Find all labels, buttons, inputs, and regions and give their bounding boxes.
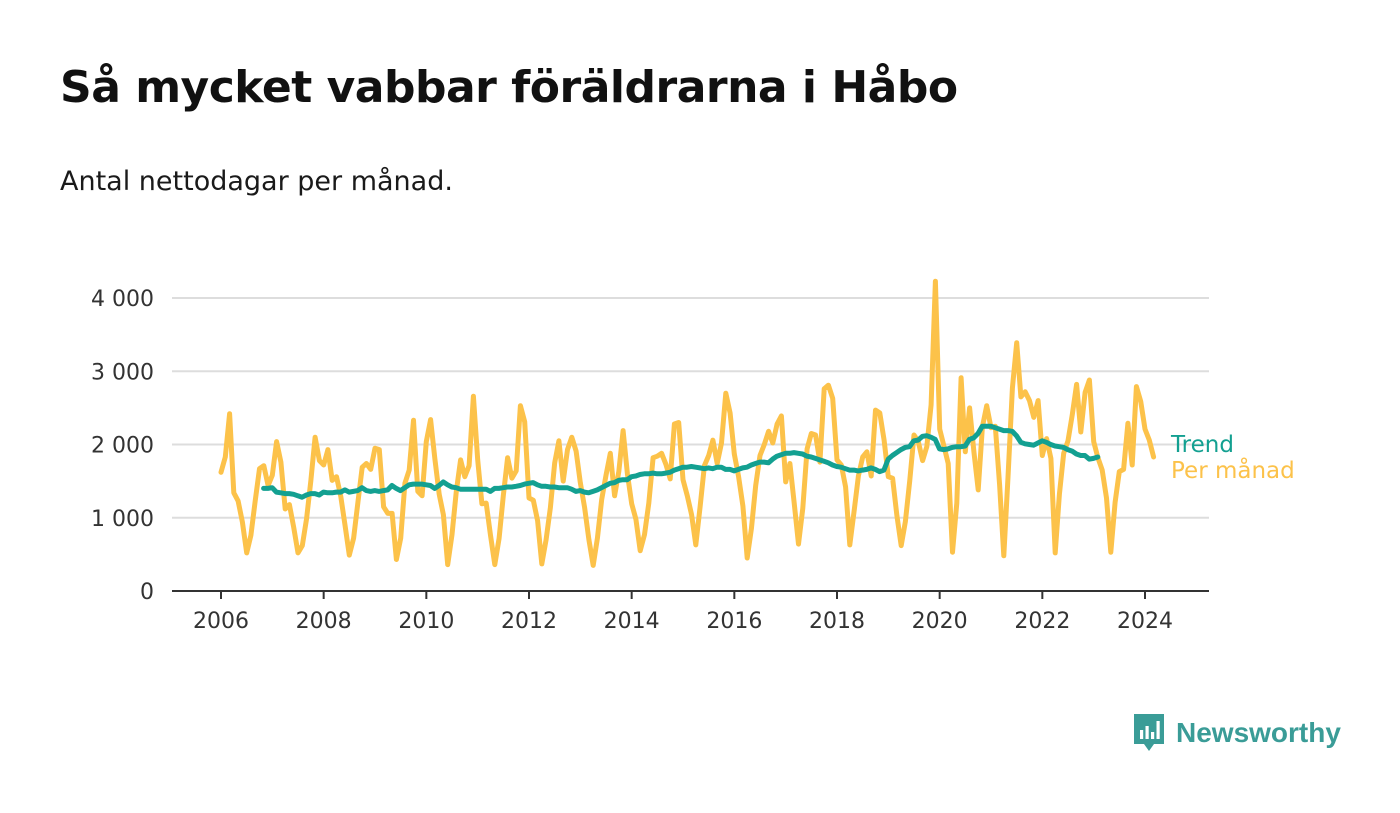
x-tick-label: 2018 — [809, 609, 865, 634]
x-tick-label: 2022 — [1014, 609, 1070, 634]
brand-name: Newsworthy — [1176, 717, 1341, 748]
series-line-trend — [261, 423, 1101, 500]
x-tick-label: 2016 — [706, 609, 762, 634]
legend-per-manad: Per månad — [1171, 456, 1295, 484]
x-tick-label: 2020 — [912, 609, 968, 634]
y-tick-label: 3 000 — [91, 360, 154, 385]
y-axis-ticks: 0 1 000 2 000 3 000 4 000 — [91, 287, 154, 605]
y-tick-label: 2 000 — [91, 434, 154, 459]
y-tick-label: 0 — [140, 580, 154, 605]
x-axis-ticks: 2006 2008 2010 2012 2014 2016 2018 2020 2022 2024 — [193, 591, 1173, 634]
chart-bubble-icon — [1134, 714, 1164, 751]
y-tick-label: 1 000 — [91, 507, 154, 532]
x-tick-label: 2012 — [501, 609, 557, 634]
newsworthy-logo: Newsworthy — [1132, 712, 1341, 754]
chart-title: Så mycket vabbar föräldrarna i Håbo — [60, 62, 958, 113]
x-tick-label: 2008 — [296, 609, 352, 634]
legend-trend: Trend — [1170, 432, 1234, 458]
y-tick-label: 4 000 — [91, 287, 154, 312]
chart-subtitle: Antal nettodagar per månad. — [60, 166, 453, 197]
series-line-per-manad — [218, 278, 1157, 568]
x-tick-label: 2010 — [398, 609, 454, 634]
x-tick-label: 2014 — [604, 609, 660, 634]
x-tick-label: 2006 — [193, 609, 249, 634]
x-tick-label: 2024 — [1117, 609, 1173, 634]
